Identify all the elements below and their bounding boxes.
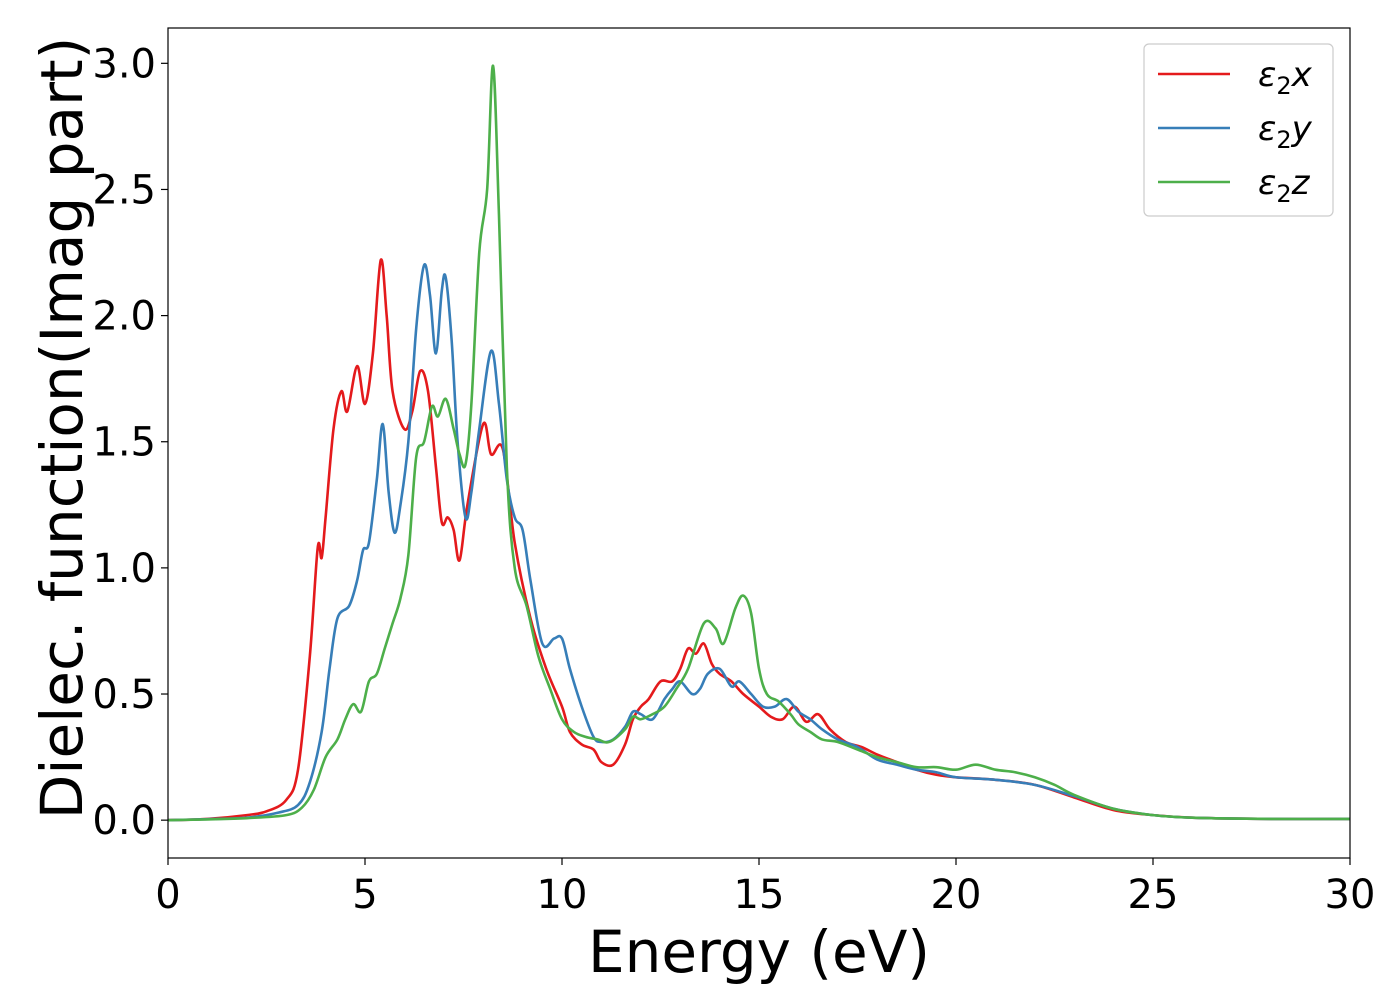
series-line-z [168, 64, 1350, 822]
legend-label-base: ε [1258, 55, 1276, 95]
x-tick-label: 30 [1325, 872, 1376, 918]
x-tick-label: 15 [734, 872, 785, 918]
labels-layer: Energy (eV) Dielec. function(Imag part) [28, 37, 930, 986]
ticks-layer: 0 5 10 15 20 25 30 0.0 0.5 1.0 1.5 2.0 2.5 3.0 [92, 41, 1375, 918]
legend-label-subscript: 2 [1276, 126, 1291, 154]
x-axis-label: Energy (eV) [588, 918, 930, 986]
x-tick-label: 10 [537, 872, 588, 918]
legend-label-suffix: z [1291, 163, 1311, 203]
legend-label-suffix: y [1291, 109, 1313, 149]
x-tick-label: 20 [931, 872, 982, 918]
y-tick-label: 1.5 [92, 420, 156, 466]
y-axis-label: Dielec. function(Imag part) [28, 37, 96, 820]
x-tick-label: 25 [1128, 872, 1179, 918]
legend-box [1143, 43, 1334, 217]
series-line-x [168, 258, 1350, 822]
legend-label-subscript: 2 [1276, 72, 1291, 100]
x-tick-label: 0 [155, 872, 180, 918]
y-tick-label: 1.0 [92, 546, 156, 592]
y-tick-label: 0.5 [92, 672, 156, 718]
series-line-y [168, 262, 1350, 822]
x-tick-label: 5 [352, 872, 377, 918]
legend-label-suffix: x [1291, 55, 1313, 95]
legend-label-base: ε [1258, 109, 1276, 149]
series-layer [168, 64, 1350, 822]
y-tick-label: 3.0 [92, 41, 156, 87]
legend-label-z: ε2z [1258, 163, 1311, 208]
legend-label-x: ε2x [1258, 55, 1313, 100]
y-tick-label: 2.0 [92, 294, 156, 340]
y-tick-label: 2.5 [92, 167, 156, 213]
legend-label-y: ε2y [1258, 109, 1313, 154]
legend-label-base: ε [1258, 163, 1276, 203]
y-tick-label: 0.0 [92, 798, 156, 844]
legend-label-subscript: 2 [1276, 180, 1291, 208]
